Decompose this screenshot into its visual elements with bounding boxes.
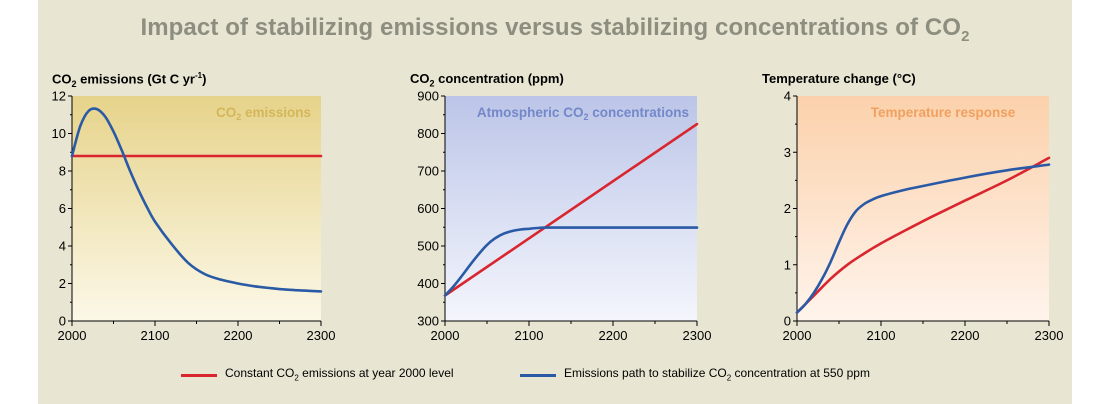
x-tick-label: 2000	[783, 328, 812, 343]
inset-label: Atmospheric CO2 concentrations	[477, 105, 689, 122]
panel-temperature: Temperature response 0 1 2 3 4 2000 2100 2200 230…	[783, 89, 1064, 344]
panel-1-title: CO2 emissions (Gt C yr-1)	[52, 71, 207, 89]
y-tick-label: 500	[417, 239, 439, 254]
x-tick-label: 2300	[683, 328, 712, 343]
y-tick-label: 2	[784, 201, 791, 216]
y-tick-label: 8	[59, 164, 66, 179]
x-tick-label: 2000	[58, 328, 87, 343]
y-tick-label: 800	[417, 126, 439, 141]
y-tick-label: 2	[59, 276, 66, 291]
plot-area	[797, 96, 1049, 321]
x-tick-label: 2200	[951, 328, 980, 343]
legend: Constant CO2 emissions at year 2000 leve…	[38, 366, 1072, 386]
series-line-red	[443, 122, 699, 297]
y-tick-label: 4	[784, 89, 791, 104]
x-tick-label: 2200	[599, 328, 628, 343]
x-tick-label: 2100	[141, 328, 170, 343]
panel-concentration: Atmospheric CO2 concentrations 300 400 500 6…	[417, 89, 711, 344]
x-tick-label: 2300	[1035, 328, 1064, 343]
series-line-red	[795, 156, 1051, 314]
series-line-blue	[795, 163, 1051, 314]
y-tick-label: 0	[784, 314, 791, 329]
x-tick-label: 2100	[867, 328, 896, 343]
y-tick-label: 0	[59, 314, 66, 329]
y-tick-label: 10	[52, 126, 66, 141]
panel-emissions: CO2 emissions 0 2 4 6 8 10 12 2000 2100 2200 2300	[52, 89, 336, 344]
plot-area	[72, 96, 321, 321]
panel-2-title: CO2 concentration (ppm)	[410, 71, 564, 89]
figure-title: Impact of stabilizing emissions versus s…	[140, 14, 970, 45]
y-tick-label: 3	[784, 145, 791, 160]
y-tick-label: 600	[417, 201, 439, 216]
y-tick-label: 6	[59, 201, 66, 216]
panel-3-title: Temperature change (°C)	[762, 71, 916, 86]
y-tick-label: 900	[417, 89, 439, 104]
series-line-blue	[70, 107, 323, 293]
inset-label: Temperature response	[871, 105, 1016, 120]
legend-swatch-blue	[520, 374, 556, 377]
y-tick-label: 1	[784, 257, 791, 272]
x-tick-label: 2200	[224, 328, 253, 343]
y-tick-label: 700	[417, 164, 439, 179]
figure-frame: Impact of stabilizing emissions versus s…	[38, 0, 1072, 404]
y-tick-label: 400	[417, 276, 439, 291]
y-tick-label: 4	[59, 239, 66, 254]
legend-swatch-red	[181, 374, 217, 377]
inset-label: CO2 emissions	[216, 105, 311, 122]
x-tick-label: 2300	[307, 328, 336, 343]
x-tick-label: 2000	[431, 328, 460, 343]
y-tick-label: 300	[417, 314, 439, 329]
y-tick-label: 12	[52, 89, 66, 104]
legend-label-red: Constant CO2 emissions at year 2000 leve…	[225, 366, 454, 383]
series-line-blue	[443, 226, 699, 297]
legend-label-blue: Emissions path to stabilize CO2 concentr…	[564, 366, 870, 383]
x-tick-label: 2100	[515, 328, 544, 343]
